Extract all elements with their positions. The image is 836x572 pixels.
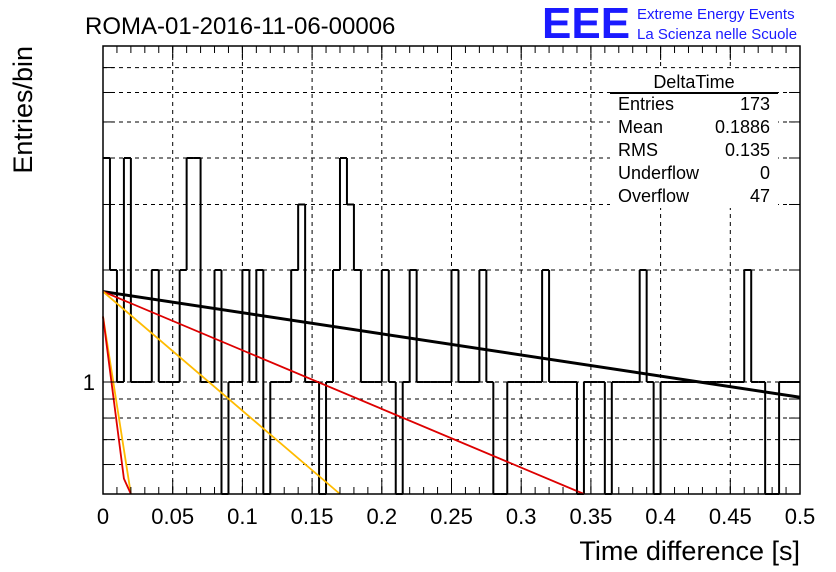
- chart-title: ROMA-01-2016-11-06-00006: [85, 13, 395, 40]
- stats-label: Underflow: [618, 163, 700, 183]
- x-tick-labels: 0 0.05 0.1 0.15 0.2 0.25 0.3 0.35 0.4 0.45 0.5: [97, 504, 815, 529]
- x-tick-label: 0.05: [151, 504, 194, 529]
- stats-label: Mean: [618, 117, 663, 137]
- y-tick-label: 1: [83, 370, 95, 395]
- x-tick-label: 0: [97, 504, 109, 529]
- x-tick-label: 0.45: [709, 504, 752, 529]
- histogram-series: [103, 157, 800, 495]
- x-tick-label: 0.35: [569, 504, 612, 529]
- stats-label: Entries: [618, 94, 674, 114]
- logo-line-2: La Scienza nelle Scuole: [637, 26, 797, 43]
- x-tick-label: 0.25: [430, 504, 473, 529]
- stats-label: Overflow: [618, 186, 690, 206]
- fit-curve: [102, 290, 341, 495]
- stats-value: 0.1886: [715, 117, 770, 137]
- y-tick-labels: 1: [83, 370, 95, 395]
- stats-title: DeltaTime: [653, 72, 734, 92]
- fit-curve: [102, 290, 801, 399]
- axis-ticks: [102, 46, 801, 494]
- x-tick-label: 0.2: [367, 504, 398, 529]
- fit-curve: [102, 316, 132, 495]
- y-axis-label: Entries/bin: [8, 46, 38, 174]
- eee-logo: EEE Extreme Energy Events La Scienza nel…: [542, 0, 797, 48]
- logo-mark: EEE: [542, 0, 630, 48]
- stats-value: 0.135: [725, 140, 770, 160]
- x-tick-label: 0.4: [645, 504, 676, 529]
- stats-label: RMS: [618, 140, 658, 160]
- stats-value: 173: [740, 94, 770, 114]
- x-tick-label: 0.1: [227, 504, 258, 529]
- x-tick-label: 0.3: [506, 504, 537, 529]
- x-axis-label: Time difference [s]: [579, 536, 800, 566]
- stats-value: 0: [760, 163, 770, 183]
- fit-curves: [102, 290, 801, 495]
- stats-box: DeltaTime Entries 173 Mean 0.1886 RMS 0.135 Un…: [610, 70, 778, 208]
- x-tick-label: 0.5: [785, 504, 816, 529]
- stats-value: 47: [750, 186, 770, 206]
- logo-line-1: Extreme Energy Events: [637, 6, 795, 23]
- fit-curve: [102, 290, 585, 495]
- x-tick-label: 0.15: [291, 504, 334, 529]
